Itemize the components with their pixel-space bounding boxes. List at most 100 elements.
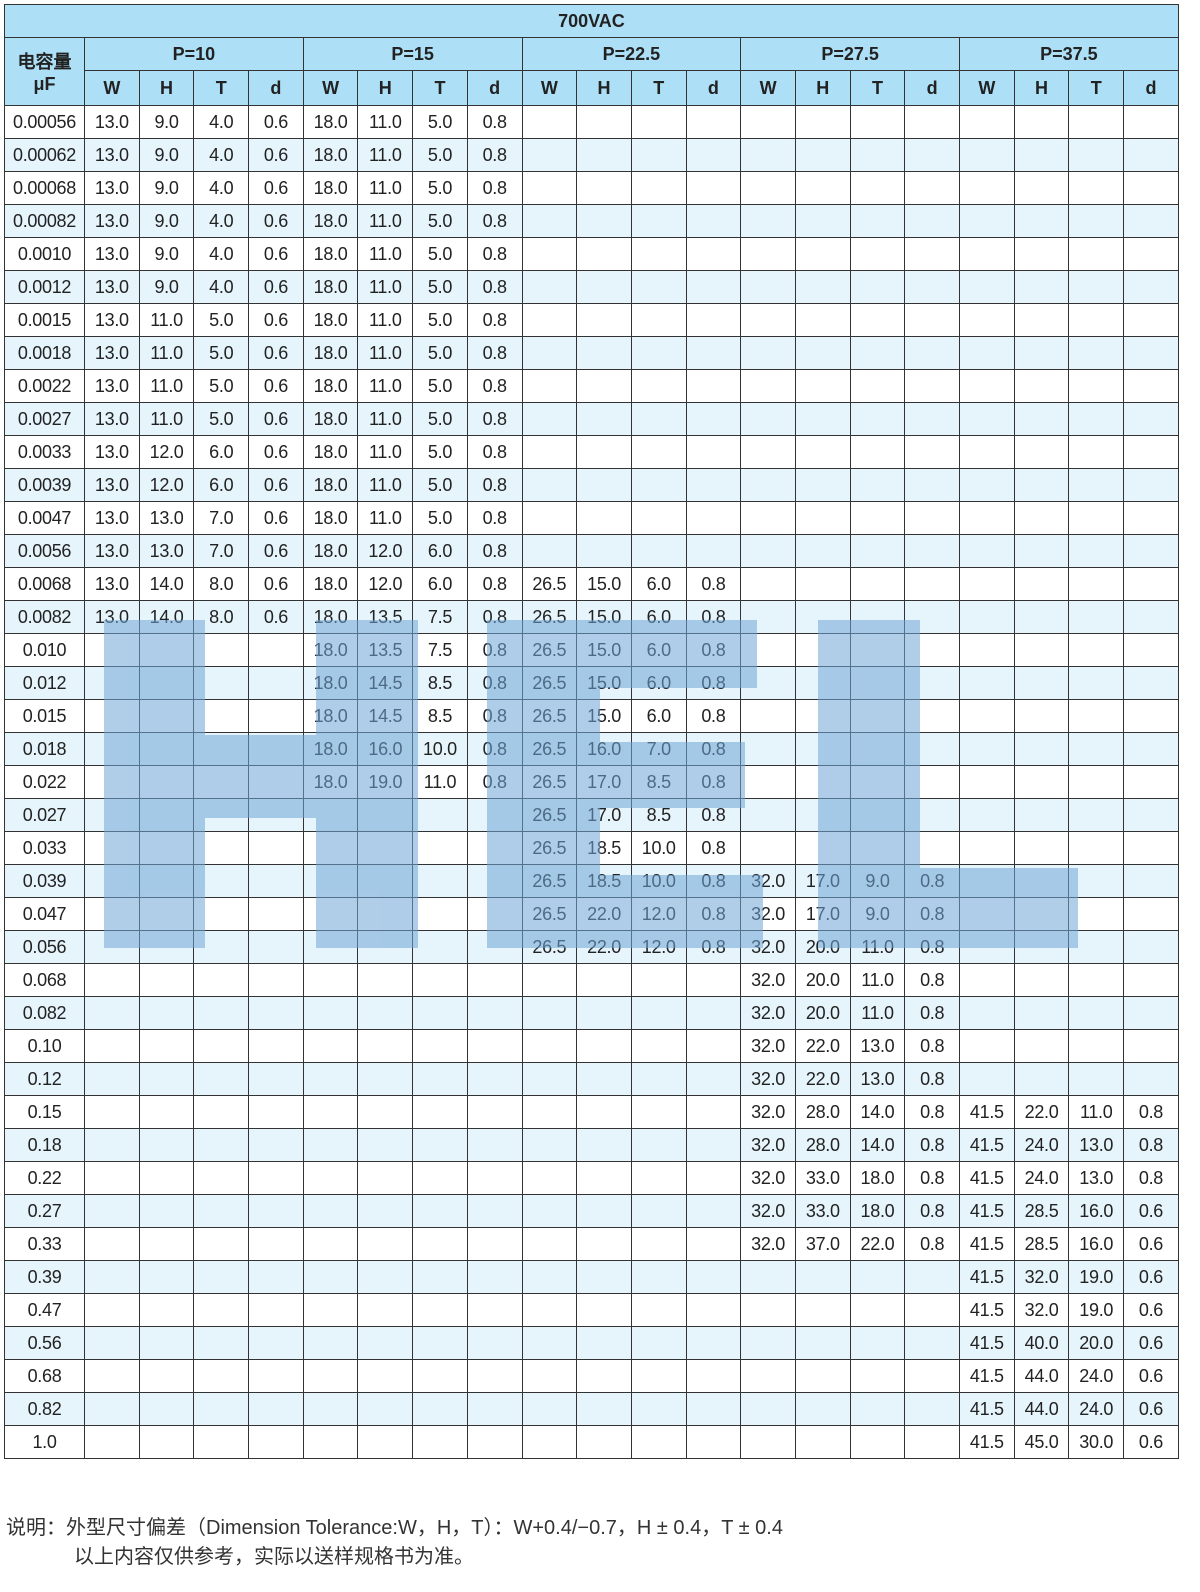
dimension-header-d: d (1123, 70, 1179, 106)
dimension-cell: 14.0 (849, 1095, 906, 1129)
dimension-cell (576, 1227, 632, 1261)
dimension-cell (576, 1392, 632, 1426)
dimension-cell: 11.0 (357, 501, 414, 535)
dimension-cell (302, 1194, 359, 1228)
dimension-cell (1068, 138, 1125, 172)
table-row: 0.27 32.0 33.0 18.0 0.8 41.5 28.5 16.0 0.6 (4, 1194, 1179, 1228)
dimension-cell (1068, 171, 1125, 205)
dimension-cell (138, 996, 195, 1030)
dimension-cell: 19.0 (1068, 1260, 1125, 1294)
dimension-cell: 4.0 (193, 270, 250, 304)
dimension-header-d: d (685, 70, 742, 106)
capacitance-cell: 0.018 (4, 732, 85, 766)
dimension-cell: 14.0 (138, 600, 195, 634)
dimension-cell (959, 963, 1015, 997)
dimension-cell (248, 930, 304, 964)
dimension-cell: 26.5 (521, 765, 578, 799)
dimension-cell (1068, 831, 1125, 865)
dimension-cell: 0.8 (685, 831, 742, 865)
dimension-cell (1123, 864, 1179, 898)
dimension-cell (849, 435, 906, 469)
dimension-cell (576, 1326, 632, 1360)
dimension-cell (1068, 897, 1125, 931)
dimension-cell (466, 1227, 523, 1261)
dimension-cell (740, 303, 796, 337)
dimension-cell: 13.0 (84, 171, 140, 205)
dimension-cell: 0.8 (466, 567, 523, 601)
dimension-cell (302, 1392, 359, 1426)
capacitance-cell: 0.056 (4, 930, 85, 964)
dimension-cell (193, 765, 250, 799)
dimension-cell (1068, 1062, 1125, 1096)
table-row: 0.0018 13.0 11.0 5.0 0.6 18.0 11.0 5.0 0.8 (4, 336, 1179, 370)
dimension-cell (248, 699, 304, 733)
dimension-header-T: T (193, 70, 250, 106)
capacitance-cell: 0.27 (4, 1194, 85, 1228)
dimension-cell: 32.0 (740, 897, 796, 931)
dimension-cell (1013, 303, 1070, 337)
dimension-header-H: H (794, 70, 851, 106)
dimension-cell (412, 1293, 468, 1327)
dimension-cell: 18.0 (302, 534, 359, 568)
dimension-cell: 19.0 (1068, 1293, 1125, 1327)
dimension-cell: 26.5 (521, 930, 578, 964)
dimension-cell (193, 930, 250, 964)
dimension-cell (1123, 963, 1179, 997)
dimension-cell (904, 831, 960, 865)
dimension-cell (685, 402, 742, 436)
table-row: 0.33 32.0 37.0 22.0 0.8 41.5 28.5 16.0 0.6 (4, 1227, 1179, 1261)
table-row: 0.082 32.0 20.0 11.0 0.8 (4, 996, 1179, 1030)
dimension-cell (630, 1095, 687, 1129)
dimension-cell: 0.8 (466, 369, 523, 403)
capacitance-cell: 0.12 (4, 1062, 85, 1096)
dimension-cell: 32.0 (1013, 1260, 1070, 1294)
dimension-cell (794, 138, 851, 172)
dimension-cell: 30.0 (1068, 1425, 1125, 1459)
dimension-cell: 13.0 (84, 237, 140, 271)
dimension-cell (521, 1227, 578, 1261)
capacitance-header-cn: 电容量 (17, 52, 72, 72)
dimension-cell (138, 699, 195, 733)
dimension-cell (576, 501, 632, 535)
dimension-cell: 26.5 (521, 633, 578, 667)
dimension-cell: 11.0 (357, 369, 414, 403)
dimension-cell (685, 237, 742, 271)
dimension-cell (357, 930, 414, 964)
dimension-cell (849, 1326, 906, 1360)
dimension-cell (193, 963, 250, 997)
dimension-cell: 18.0 (302, 468, 359, 502)
dimension-cell: 5.0 (412, 501, 468, 535)
dimension-cell: 6.0 (412, 567, 468, 601)
dimension-cell: 6.0 (193, 468, 250, 502)
dimension-cell: 0.6 (248, 600, 304, 634)
capacitance-cell: 0.10 (4, 1029, 85, 1063)
dimension-cell (849, 171, 906, 205)
dimension-cell: 7.0 (193, 534, 250, 568)
dimension-cell (248, 1227, 304, 1261)
dimension-cell (959, 270, 1015, 304)
dimension-cell: 24.0 (1013, 1128, 1070, 1162)
table-row: 0.068 32.0 20.0 11.0 0.8 (4, 963, 1179, 997)
dimension-cell (685, 1260, 742, 1294)
dimension-cell (84, 1326, 140, 1360)
dimension-cell (904, 105, 960, 139)
dimension-cell (849, 336, 906, 370)
dimension-header-T: T (412, 70, 468, 106)
dimension-cell (904, 699, 960, 733)
dimension-cell (630, 1326, 687, 1360)
table-row: 0.22 32.0 33.0 18.0 0.8 41.5 24.0 13.0 0.8 (4, 1161, 1179, 1195)
dimension-cell (466, 996, 523, 1030)
dimension-cell: 0.8 (685, 930, 742, 964)
dimension-cell (959, 369, 1015, 403)
dimension-cell (630, 336, 687, 370)
dimension-cell (521, 1326, 578, 1360)
dimension-header-W: W (302, 70, 359, 106)
capacitance-cell: 0.00068 (4, 171, 85, 205)
dimension-cell: 32.0 (740, 996, 796, 1030)
dimension-cell: 18.0 (302, 765, 359, 799)
dimension-cell: 0.8 (466, 732, 523, 766)
dimension-cell: 14.0 (849, 1128, 906, 1162)
dimension-cell: 0.8 (1123, 1128, 1179, 1162)
dimension-cell: 28.5 (1013, 1227, 1070, 1261)
dimension-cell (248, 666, 304, 700)
